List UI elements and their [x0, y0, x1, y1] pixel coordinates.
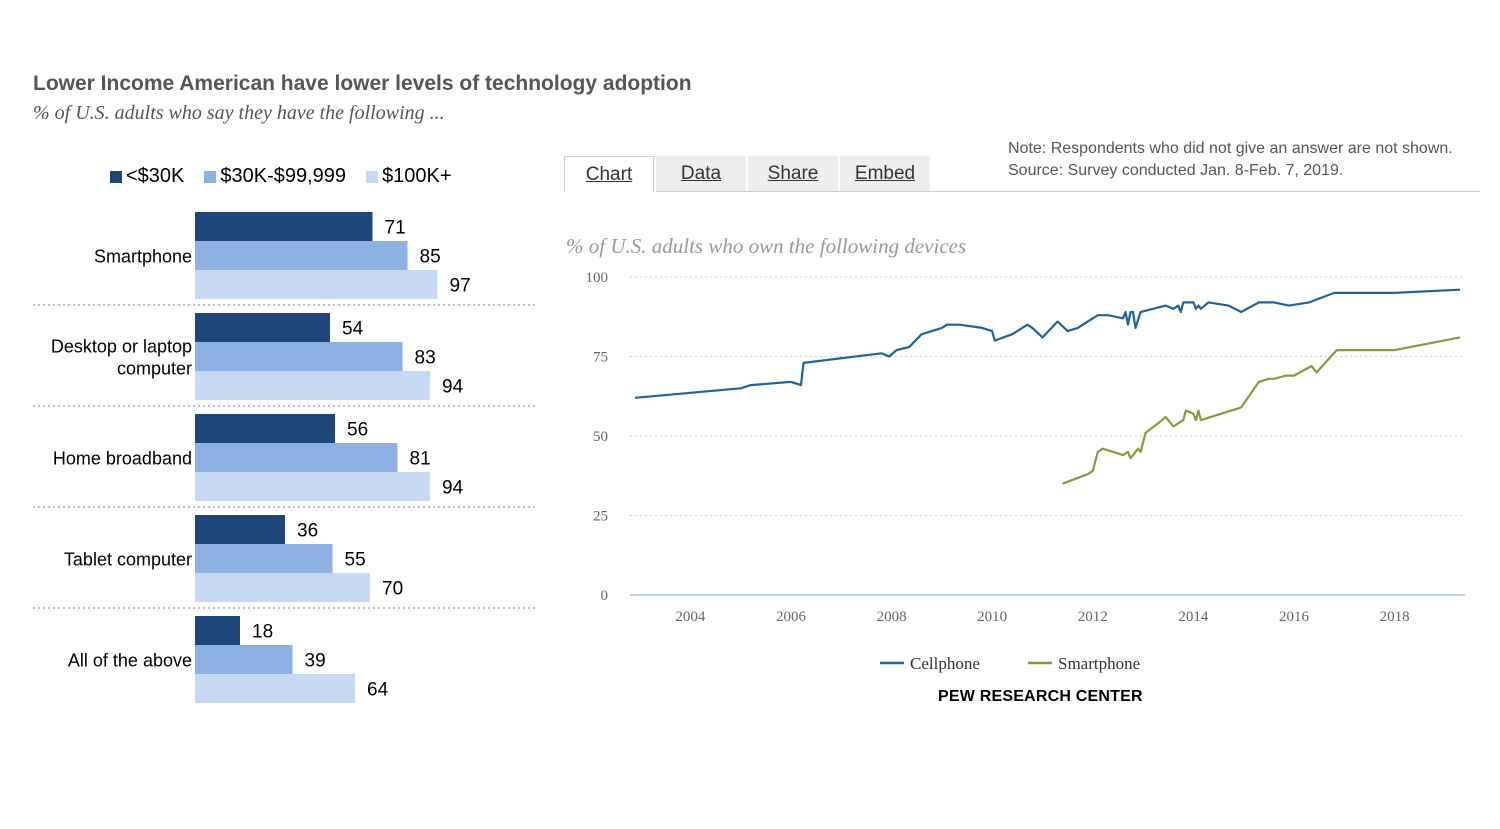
y-tick-label: 75 — [593, 350, 608, 366]
x-tick-label: 2004 — [675, 609, 706, 625]
bar-value-label: 56 — [347, 420, 368, 441]
category-label: Desktop or laptop — [51, 337, 192, 357]
tab-share[interactable]: Share — [748, 156, 838, 192]
category-label: All of the above — [68, 651, 192, 671]
series-line-cellphone — [634, 288, 1461, 399]
bar — [195, 270, 438, 299]
x-tick-label: 2012 — [1078, 609, 1108, 625]
bar-value-label: 36 — [297, 521, 318, 542]
bar — [195, 674, 355, 703]
chart-note: Note: Respondents who did not give an an… — [1008, 138, 1453, 182]
legend-swatch-mid — [204, 170, 217, 183]
legend-swatch-low — [110, 170, 122, 183]
bar-legend: <$30K $30K-$99,999 $100K+ — [110, 165, 452, 188]
category-label: Home broadband — [53, 449, 192, 469]
tab-chart[interactable]: Chart — [564, 156, 654, 192]
legend-item-mid: $30K-$99,999 — [204, 165, 346, 188]
bar — [195, 414, 335, 443]
legend-label-cellphone: Cellphone — [910, 654, 980, 673]
legend-label-low: <$30K — [126, 165, 185, 187]
tab-data[interactable]: Data — [656, 156, 746, 192]
source-line: Source: Survey conducted Jan. 8-Feb. 7, … — [1008, 162, 1344, 179]
bar — [195, 472, 430, 501]
tab-embed[interactable]: Embed — [840, 156, 930, 192]
x-tick-label: 2014 — [1178, 609, 1209, 625]
x-tick-label: 2018 — [1380, 609, 1410, 625]
bar-value-label: 94 — [442, 377, 464, 398]
y-tick-label: 100 — [586, 270, 609, 286]
bar-value-label: 94 — [442, 478, 464, 499]
x-tick-label: 2006 — [776, 609, 807, 625]
category-label: Tablet computer — [64, 550, 192, 570]
y-tick-label: 50 — [593, 429, 608, 445]
bar — [195, 313, 330, 342]
x-tick-label: 2010 — [977, 609, 1007, 625]
line-chart-title: % of U.S. adults who own the following d… — [566, 234, 966, 258]
legend-item-high: $100K+ — [366, 165, 452, 188]
legend-swatch-high — [366, 170, 379, 183]
bar — [195, 645, 293, 674]
bar-value-label: 54 — [342, 319, 364, 340]
tab-divider — [656, 191, 1480, 192]
legend-label-smartphone: Smartphone — [1058, 654, 1140, 673]
category-label: computer — [117, 359, 192, 379]
y-tick-label: 25 — [593, 509, 608, 525]
bar-value-label: 18 — [252, 622, 273, 643]
x-tick-label: 2008 — [877, 609, 907, 625]
page-subtitle: % of U.S. adults who say they have the f… — [33, 102, 445, 124]
bar-value-label: 83 — [415, 348, 436, 369]
bar — [195, 342, 403, 371]
legend-item-low: <$30K — [110, 165, 184, 188]
line-chart: % of U.S. adults who own the following d… — [566, 234, 1465, 673]
legend-label-mid: $30K-$99,999 — [220, 165, 347, 187]
bar — [195, 544, 333, 573]
bar — [195, 573, 370, 602]
bar — [195, 371, 430, 400]
page-title: Lower Income American have lower levels … — [33, 72, 692, 95]
bar-chart: 71 85 97 Smartphone 54 83 94 Desktop or laptopc… — [33, 212, 535, 703]
series-line-smartphone — [1062, 336, 1461, 485]
category-label: Smartphone — [94, 247, 192, 267]
footer-credit: PEW RESEARCH CENTER — [938, 688, 1143, 705]
bar — [195, 616, 240, 645]
bar-value-label: 85 — [420, 247, 441, 268]
bar-value-label: 81 — [410, 449, 431, 470]
bar — [195, 515, 285, 544]
bar — [195, 241, 408, 270]
bar-value-label: 71 — [385, 218, 406, 239]
bar-value-label: 64 — [367, 680, 389, 701]
bar — [195, 443, 398, 472]
bar-value-label: 70 — [382, 579, 403, 600]
bar-value-label: 55 — [345, 550, 366, 571]
bar — [195, 212, 373, 241]
bar-value-label: 39 — [305, 651, 326, 672]
note-line: Note: Respondents who did not give an an… — [1008, 140, 1453, 157]
y-tick-label: 0 — [601, 588, 609, 604]
bar-value-label: 97 — [450, 276, 471, 297]
legend-label-high: $100K+ — [382, 165, 452, 187]
chart-tabs: Chart Data Share Embed — [564, 156, 932, 192]
x-tick-label: 2016 — [1279, 609, 1310, 625]
